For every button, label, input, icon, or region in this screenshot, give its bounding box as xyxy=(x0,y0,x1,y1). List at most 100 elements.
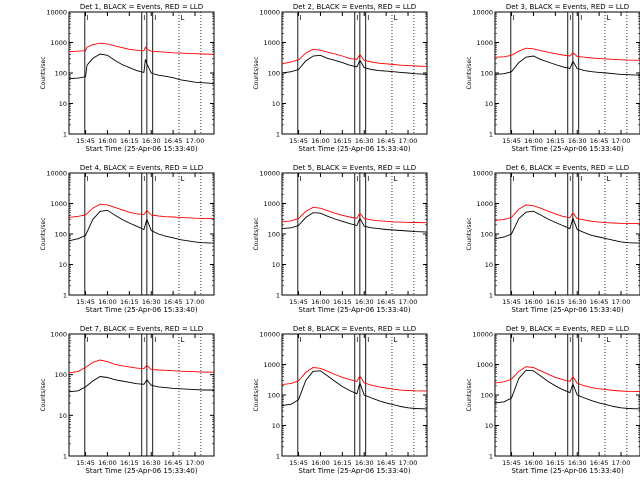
x-tick-label: 16:45 xyxy=(164,298,183,306)
y-tick-label: 10 xyxy=(272,100,280,108)
y-tick-label: 10 xyxy=(59,100,67,108)
x-tick-label: 17:00 xyxy=(399,137,418,145)
flag-label: I xyxy=(512,14,514,22)
x-tick-label: 17:00 xyxy=(186,137,205,145)
y-tick-label: 1 xyxy=(276,453,280,461)
x-axis-label: Start Time (25-Apr-06 15:33:40) xyxy=(298,467,410,475)
flag-label: L xyxy=(606,14,610,22)
x-tick-label: 16:00 xyxy=(98,298,117,306)
flag-label: I xyxy=(569,336,571,344)
x-tick-label: 15:45 xyxy=(76,459,95,467)
x-tick-label: 16:45 xyxy=(164,137,183,145)
flag-label: L xyxy=(180,336,184,344)
x-axis-label: Start Time (25-Apr-06 15:33:40) xyxy=(511,306,623,314)
x-tick-label: 16:30 xyxy=(355,137,374,145)
x-tick-label: 16:30 xyxy=(568,137,587,145)
x-tick-label: 16:15 xyxy=(333,298,352,306)
y-tick-label: 1 xyxy=(63,131,67,139)
y-axis-label: Counts/sec xyxy=(466,56,473,89)
flag-label: L xyxy=(606,175,610,183)
flag-label: L xyxy=(180,175,184,183)
panel-det-2: Det 2, BLACK = Events, RED = LLD 1 10 100 10… xyxy=(253,3,428,153)
x-tick-label: 16:15 xyxy=(333,137,352,145)
events-series-line xyxy=(68,376,214,393)
panel-det-3: Det 3, BLACK = Events, RED = LLD 1 10 100 10… xyxy=(466,3,640,153)
chart-title: Det 8, BLACK = Events, RED = LLD xyxy=(293,325,416,333)
chart-title: Det 1, BLACK = Events, RED = LLD xyxy=(80,3,203,11)
flag-label: I xyxy=(299,336,301,344)
flag-label: I xyxy=(367,336,369,344)
panel-det-4: Det 4, BLACK = Events, RED = LLD 1 10 100 10… xyxy=(40,164,215,314)
x-tick-label: 16:00 xyxy=(311,137,330,145)
x-tick-label: 16:00 xyxy=(524,137,543,145)
lld-series-line xyxy=(494,47,640,61)
y-tick-label: 1 xyxy=(489,131,493,139)
y-tick-label: 10000 xyxy=(259,170,280,178)
x-tick-label: 16:30 xyxy=(568,298,587,306)
x-tick-label: 16:30 xyxy=(568,459,587,467)
chart-title: Det 9, BLACK = Events, RED = LLD xyxy=(506,325,629,333)
x-tick-label: 16:30 xyxy=(142,137,161,145)
y-tick-label: 100 xyxy=(55,70,67,78)
x-tick-label: 16:30 xyxy=(142,459,161,467)
x-tick-label: 15:45 xyxy=(289,459,308,467)
flag-label: I xyxy=(154,175,156,183)
x-tick-label: 16:45 xyxy=(377,459,396,467)
flag-label: L xyxy=(393,14,397,22)
flag-label: I xyxy=(86,175,88,183)
x-tick-label: 16:45 xyxy=(590,298,609,306)
flag-label: I xyxy=(569,175,571,183)
y-tick-label: 100 xyxy=(268,70,280,78)
y-tick-label: 1000 xyxy=(263,361,280,369)
y-axis-label: Counts/sec xyxy=(253,217,260,250)
events-series-line xyxy=(281,54,428,75)
x-tick-label: 17:00 xyxy=(186,298,205,306)
x-tick-label: 16:00 xyxy=(98,137,117,145)
panel-det-8: Det 8, BLACK = Events, RED = LLD 1 10 100 10… xyxy=(253,325,428,475)
y-tick-label: 1 xyxy=(63,292,67,300)
flag-label: I xyxy=(86,14,88,22)
x-tick-label: 17:00 xyxy=(399,459,418,467)
flag-label: I xyxy=(143,175,145,183)
flag-label: I xyxy=(143,336,145,344)
x-tick-label: 16:15 xyxy=(546,459,565,467)
y-tick-label: 1 xyxy=(276,292,280,300)
chart-title: Det 6, BLACK = Events, RED = LLD xyxy=(506,164,629,172)
y-tick-label: 1000 xyxy=(476,361,493,369)
lld-series-line xyxy=(281,48,428,67)
x-tick-label: 16:15 xyxy=(546,137,565,145)
x-tick-label: 16:00 xyxy=(311,298,330,306)
x-tick-label: 16:15 xyxy=(120,137,139,145)
lld-series-line xyxy=(281,367,428,392)
panel-det-9: Det 9, BLACK = Events, RED = LLD 1 10 100 10… xyxy=(466,325,640,475)
y-tick-label: 10 xyxy=(59,412,67,420)
y-axis-label: Counts/sec xyxy=(40,378,47,411)
y-tick-label: 100 xyxy=(481,392,493,400)
y-axis-label: Counts/sec xyxy=(466,217,473,250)
flag-label: I xyxy=(512,336,514,344)
x-axis-label: Start Time (25-Apr-06 15:33:40) xyxy=(85,145,197,153)
flag-label: I xyxy=(580,14,582,22)
events-series-line xyxy=(68,53,215,85)
y-tick-label: 10000 xyxy=(472,170,493,178)
y-tick-label: 1 xyxy=(489,453,493,461)
flag-label: L xyxy=(393,175,397,183)
y-tick-label: 1 xyxy=(489,292,493,300)
flag-label: I xyxy=(580,336,582,344)
x-tick-label: 17:00 xyxy=(612,137,631,145)
x-tick-label: 17:00 xyxy=(186,459,205,467)
y-tick-label: 10 xyxy=(485,261,493,269)
y-tick-label: 10000 xyxy=(259,9,280,17)
y-tick-label: 100 xyxy=(481,231,493,239)
x-tick-label: 17:00 xyxy=(612,459,631,467)
x-tick-label: 16:00 xyxy=(524,298,543,306)
x-tick-label: 16:30 xyxy=(355,459,374,467)
x-axis-label: Start Time (25-Apr-06 15:33:40) xyxy=(85,306,197,314)
lld-series-line xyxy=(68,359,215,374)
lld-series-line xyxy=(494,204,640,225)
x-tick-label: 17:00 xyxy=(612,298,631,306)
y-tick-label: 100 xyxy=(55,371,67,379)
x-tick-label: 16:45 xyxy=(164,459,183,467)
flag-label: I xyxy=(86,336,88,344)
flag-label: I xyxy=(356,175,358,183)
